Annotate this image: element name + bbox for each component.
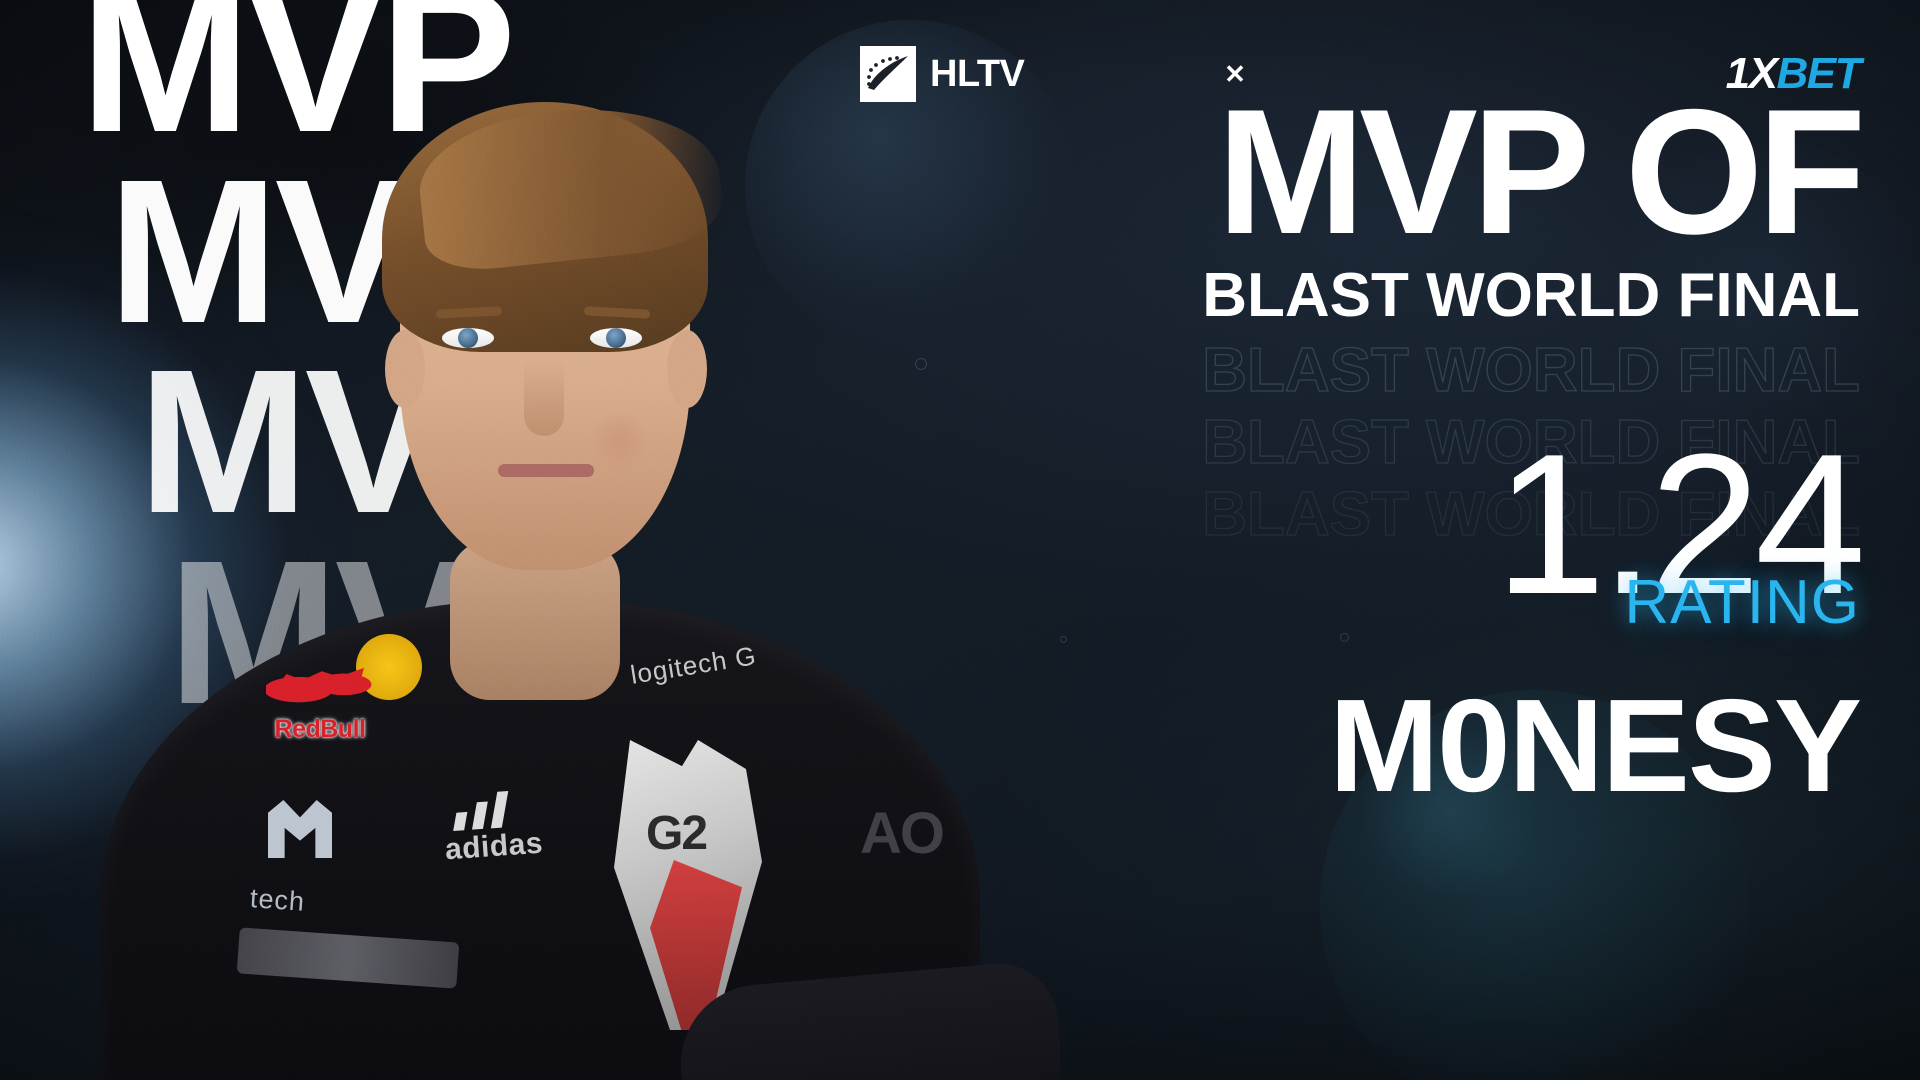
redbull-wordmark: RedBull xyxy=(274,714,366,743)
player-nose xyxy=(524,358,564,436)
player-photo: RedBull logitech G adidas G2 tech AO xyxy=(100,40,1060,1080)
player-cheek xyxy=(590,410,648,470)
g2-wordmark: G2 xyxy=(646,807,708,860)
content-panel: HLTV ✕ 1XBET MVP OF BLAST WORLD FINAL BL… xyxy=(860,0,1866,1080)
hltv-wordmark: HLTV xyxy=(930,53,1025,95)
hltv-logo[interactable]: HLTV xyxy=(860,46,1025,102)
chest-sponsor-right: AO xyxy=(860,801,945,866)
logo-row: HLTV ✕ 1XBET xyxy=(860,45,1862,103)
1xbet-prefix: 1X xyxy=(1725,49,1778,98)
cross-separator-icon: ✕ xyxy=(1224,59,1246,89)
player-ear xyxy=(667,330,707,408)
headline-mvp-of: MVP OF xyxy=(1216,72,1866,271)
redbull-logo: RedBull xyxy=(260,650,380,754)
ghost-event-line: BLAST WORLD FINAL xyxy=(1202,336,1861,405)
rating-label: RATING xyxy=(1624,568,1860,637)
event-name: BLAST WORLD FINAL xyxy=(1202,261,1860,330)
sleeve-sponsor-text: tech xyxy=(249,883,307,917)
redbull-bull-icon xyxy=(266,660,374,713)
rating-value: 1.24 xyxy=(1494,413,1866,636)
left-panel: MVP MVP MVP MVP MVP RedBull xyxy=(0,0,1060,1080)
adidas-stripes-icon xyxy=(449,787,541,831)
g2-esports-logo: G2 xyxy=(590,740,790,1030)
player-mouth xyxy=(498,464,594,477)
player-name: M0NESY xyxy=(1329,672,1862,819)
1xbet-logo[interactable]: 1XBET xyxy=(1725,49,1862,98)
player-ear xyxy=(385,330,425,408)
player-eye xyxy=(590,328,642,348)
1xbet-suffix: BET xyxy=(1776,49,1862,98)
player-eye xyxy=(442,328,494,348)
adidas-logo: adidas xyxy=(443,826,545,867)
hltv-speedometer-icon xyxy=(860,46,916,102)
